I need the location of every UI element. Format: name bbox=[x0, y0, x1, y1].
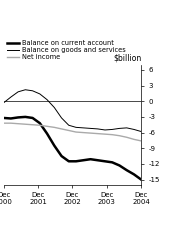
Net income bbox=[89, 132, 92, 134]
Balance on current account bbox=[111, 161, 113, 164]
Text: $billion: $billion bbox=[113, 53, 141, 62]
Balance on goods and services bbox=[97, 128, 99, 130]
Balance on current account bbox=[140, 178, 142, 181]
Balance on current account bbox=[60, 155, 63, 158]
Balance on goods and services bbox=[126, 127, 128, 129]
Net income bbox=[133, 138, 135, 141]
Net income bbox=[31, 123, 34, 126]
Balance on current account bbox=[97, 159, 99, 162]
Net income bbox=[3, 122, 5, 125]
Balance on goods and services bbox=[24, 88, 26, 91]
Balance on goods and services bbox=[10, 96, 12, 98]
Balance on goods and services bbox=[53, 106, 55, 109]
Balance on current account bbox=[24, 116, 26, 118]
Net income bbox=[46, 125, 48, 128]
Net income bbox=[60, 128, 63, 130]
Net income bbox=[111, 133, 113, 136]
Net income bbox=[39, 124, 41, 127]
Balance on goods and services bbox=[82, 127, 84, 129]
Balance on goods and services bbox=[46, 98, 48, 101]
Balance on goods and services bbox=[104, 129, 106, 131]
Balance on goods and services bbox=[89, 127, 92, 130]
Net income bbox=[140, 140, 142, 142]
Balance on goods and services bbox=[140, 130, 142, 133]
Balance on current account bbox=[31, 117, 34, 119]
Net income bbox=[75, 131, 77, 134]
Balance on current account bbox=[53, 144, 55, 147]
Balance on goods and services bbox=[133, 128, 135, 131]
Net income bbox=[104, 133, 106, 136]
Balance on current account bbox=[17, 116, 19, 119]
Legend: Balance on current account, Balance on goods and services, Net income: Balance on current account, Balance on g… bbox=[7, 40, 125, 60]
Net income bbox=[53, 126, 55, 129]
Balance on goods and services bbox=[60, 117, 63, 119]
Balance on current account bbox=[133, 173, 135, 176]
Line: Net income: Net income bbox=[4, 123, 141, 141]
Balance on current account bbox=[118, 164, 121, 167]
Net income bbox=[10, 122, 12, 125]
Line: Balance on goods and services: Balance on goods and services bbox=[4, 90, 141, 131]
Net income bbox=[17, 122, 19, 125]
Net income bbox=[82, 131, 84, 134]
Balance on goods and services bbox=[75, 126, 77, 129]
Line: Balance on current account: Balance on current account bbox=[4, 117, 141, 179]
Balance on goods and services bbox=[39, 93, 41, 95]
Net income bbox=[126, 136, 128, 139]
Balance on goods and services bbox=[3, 101, 5, 104]
Balance on current account bbox=[68, 160, 70, 163]
Balance on current account bbox=[75, 160, 77, 163]
Balance on current account bbox=[104, 160, 106, 163]
Balance on current account bbox=[10, 117, 12, 120]
Net income bbox=[68, 129, 70, 132]
Balance on goods and services bbox=[31, 89, 34, 92]
Balance on goods and services bbox=[17, 91, 19, 93]
Balance on current account bbox=[3, 117, 5, 119]
Net income bbox=[118, 134, 121, 137]
Balance on current account bbox=[82, 159, 84, 162]
Net income bbox=[24, 123, 26, 126]
Net income bbox=[97, 132, 99, 135]
Balance on goods and services bbox=[118, 127, 121, 130]
Balance on goods and services bbox=[68, 124, 70, 127]
Balance on current account bbox=[46, 132, 48, 135]
Balance on goods and services bbox=[111, 128, 113, 131]
Balance on current account bbox=[126, 169, 128, 172]
Balance on current account bbox=[89, 158, 92, 161]
Balance on current account bbox=[39, 122, 41, 125]
